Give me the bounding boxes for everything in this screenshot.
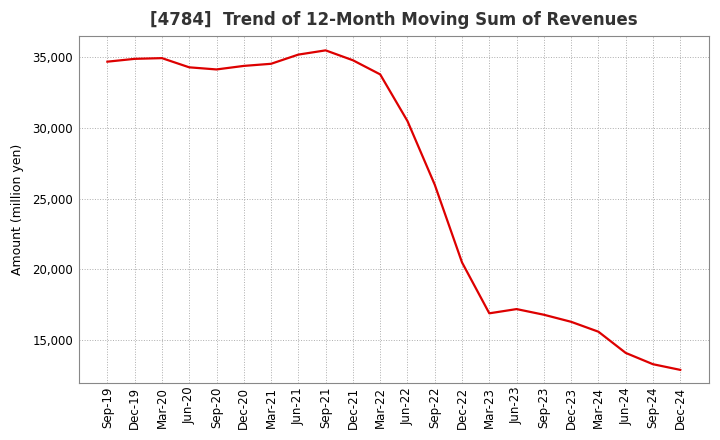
Title: [4784]  Trend of 12-Month Moving Sum of Revenues: [4784] Trend of 12-Month Moving Sum of R…: [150, 11, 638, 29]
Y-axis label: Amount (million yen): Amount (million yen): [11, 144, 24, 275]
